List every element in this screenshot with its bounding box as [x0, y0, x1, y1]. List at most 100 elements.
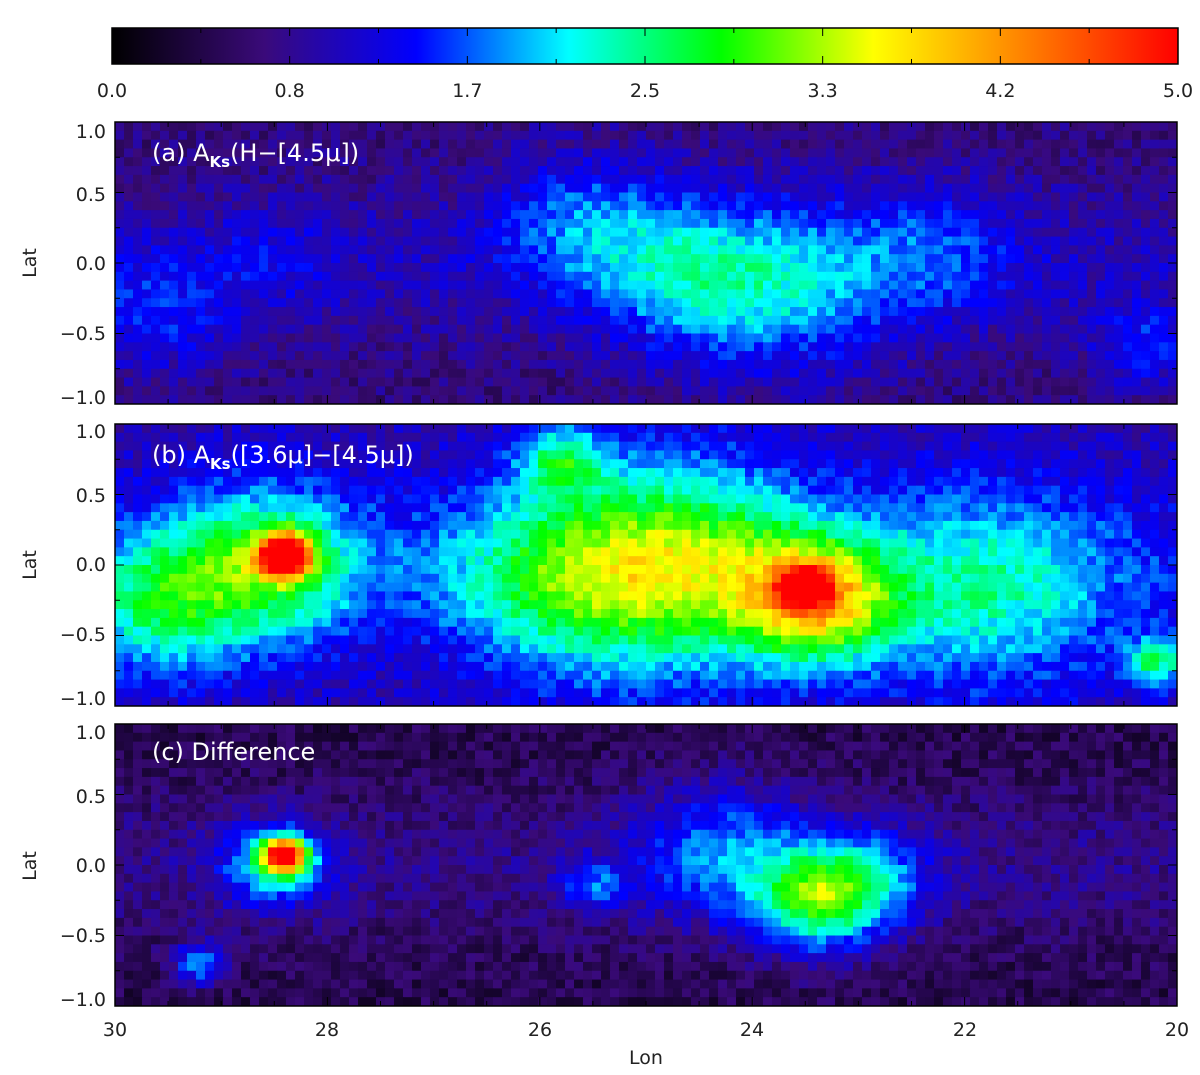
heatmap-cell — [583, 459, 593, 469]
heatmap-cell — [466, 307, 476, 317]
heatmap-cell — [736, 218, 746, 229]
heatmap-cell — [664, 236, 674, 246]
heatmap-cell — [583, 148, 593, 158]
heatmap-cell — [1159, 368, 1169, 379]
heatmap-cell — [952, 298, 962, 308]
heatmap-cell — [1123, 333, 1133, 343]
heatmap-cell — [358, 333, 368, 343]
heatmap-cell — [1141, 254, 1151, 264]
heatmap-cell — [664, 307, 674, 317]
heatmap-cell — [1042, 271, 1052, 282]
heatmap-cell — [1141, 395, 1151, 404]
heatmap-cell — [574, 468, 584, 478]
heatmap-cell — [718, 122, 728, 132]
heatmap-cell — [736, 201, 746, 211]
heatmap-cell — [637, 201, 647, 211]
heatmap-cell — [952, 245, 962, 255]
heatmap-cell — [1159, 315, 1169, 326]
heatmap-cell — [826, 280, 836, 291]
heatmap-cell — [664, 324, 674, 335]
heatmap-cell — [745, 485, 755, 496]
heatmap-cell — [745, 227, 755, 238]
heatmap-cell — [763, 263, 773, 273]
heatmap-cell — [592, 351, 602, 361]
heatmap-cell — [583, 386, 593, 396]
heatmap-cell — [1105, 485, 1115, 496]
heatmap-cell — [1087, 218, 1097, 229]
heatmap-cell — [682, 324, 692, 335]
heatmap-cell — [403, 485, 413, 496]
heatmap-cell — [124, 130, 134, 141]
heatmap-cell — [196, 503, 206, 513]
heatmap-cell — [673, 227, 683, 238]
heatmap-cell — [502, 333, 512, 343]
heatmap-cell — [241, 254, 251, 264]
heatmap-cell — [547, 459, 557, 469]
heatmap-cell — [772, 148, 782, 158]
heatmap-cell — [682, 130, 692, 141]
heatmap-cell — [772, 459, 782, 469]
heatmap-cell — [286, 359, 296, 370]
heatmap-cell — [943, 359, 953, 370]
heatmap-cell — [1069, 315, 1079, 326]
heatmap-cell — [808, 210, 818, 220]
heatmap-cell — [907, 236, 917, 246]
heatmap-cell — [124, 201, 134, 211]
heatmap-cell — [277, 289, 287, 299]
heatmap-cell — [970, 315, 980, 326]
heatmap-cell — [232, 395, 242, 404]
heatmap-cell — [466, 174, 476, 185]
heatmap-cell — [223, 166, 233, 176]
heatmap-cell — [745, 386, 755, 396]
heatmap-cell — [1015, 476, 1025, 487]
heatmap-cell — [1096, 485, 1106, 496]
heatmap-cell — [655, 201, 665, 211]
heatmap-cell — [736, 210, 746, 220]
heatmap-cell — [1033, 174, 1043, 185]
heatmap-cell — [988, 157, 998, 167]
heatmap-cell — [673, 368, 683, 379]
heatmap-cell — [232, 441, 242, 452]
heatmap-cell — [898, 459, 908, 469]
heatmap-cell — [745, 254, 755, 264]
heatmap-cell — [196, 368, 206, 379]
heatmap-cell — [1159, 280, 1169, 291]
heatmap-cell — [790, 485, 800, 496]
heatmap-cell — [457, 307, 467, 317]
heatmap-cell — [160, 254, 170, 264]
heatmap-cell — [682, 139, 692, 150]
heatmap-cell — [385, 130, 395, 141]
heatmap-cell — [295, 201, 305, 211]
heatmap-cell — [844, 139, 854, 150]
heatmap-cell — [952, 468, 962, 478]
heatmap-cell — [880, 174, 890, 185]
heatmap-cell — [808, 263, 818, 273]
heatmap-cell — [142, 192, 152, 202]
heatmap-cell — [511, 395, 521, 404]
heatmap-cell — [754, 289, 764, 299]
heatmap-cell — [619, 130, 629, 141]
heatmap-cell — [754, 324, 764, 335]
heatmap-cell — [529, 139, 539, 150]
heatmap-cell — [484, 386, 494, 396]
heatmap-cell — [817, 333, 827, 343]
heatmap-cell — [592, 333, 602, 343]
heatmap-cell — [529, 351, 539, 361]
heatmap-cell — [781, 210, 791, 220]
heatmap-cell — [538, 485, 548, 496]
heatmap-cell — [538, 271, 548, 282]
heatmap-cell — [862, 485, 872, 496]
heatmap-cell — [205, 333, 215, 343]
heatmap-cell — [691, 157, 701, 167]
heatmap-cell — [646, 450, 656, 460]
heatmap-cell — [583, 271, 593, 282]
heatmap-cell — [781, 263, 791, 273]
heatmap-cell — [1141, 424, 1151, 434]
heatmap-cell — [961, 307, 971, 317]
heatmap-cell — [970, 298, 980, 308]
heatmap-cell — [1042, 298, 1052, 308]
heatmap-cell — [934, 183, 944, 194]
heatmap-cell — [493, 148, 503, 158]
heatmap-cell — [916, 315, 926, 326]
heatmap-cell — [1087, 424, 1097, 434]
